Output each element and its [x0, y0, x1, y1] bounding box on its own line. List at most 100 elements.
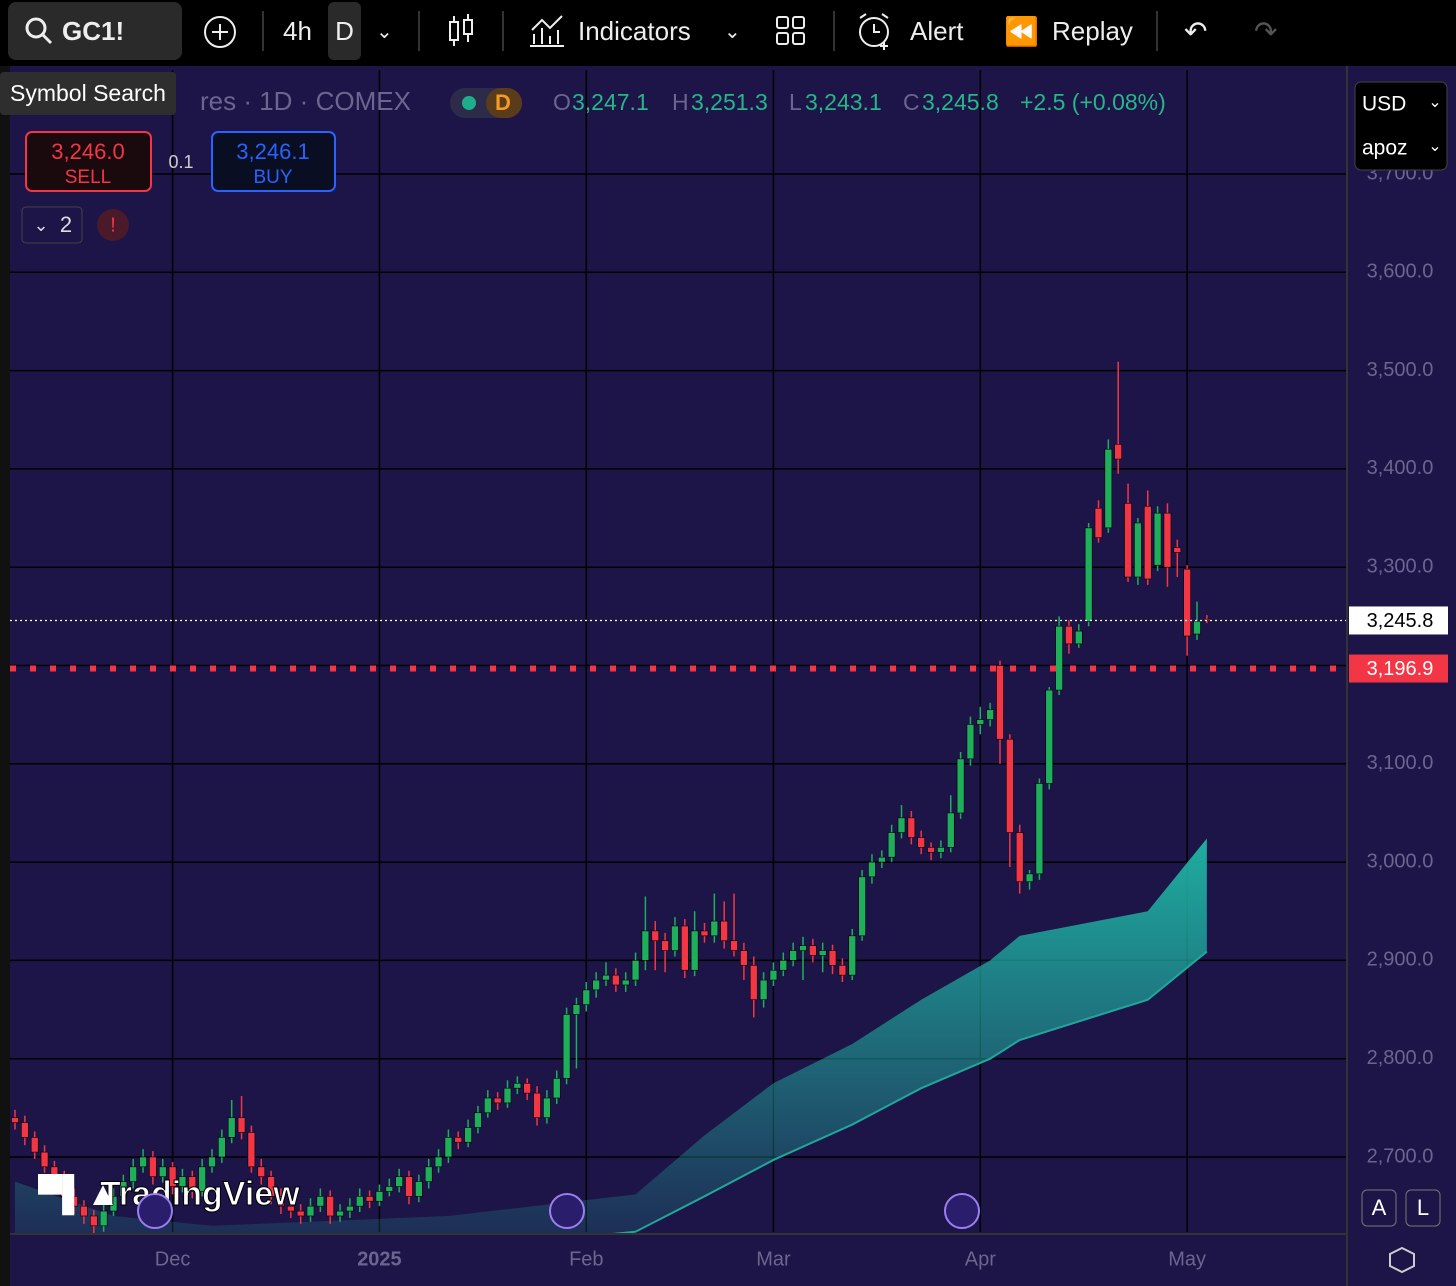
candle-body [375, 1191, 384, 1202]
candle-body [1124, 502, 1132, 578]
candle-body [1153, 512, 1162, 566]
chart-type[interactable] [446, 14, 476, 76]
candle-body [858, 876, 866, 937]
candle-body [1134, 522, 1142, 578]
candle-body [641, 930, 650, 961]
candle-body [572, 1004, 581, 1015]
candle-body [355, 1196, 364, 1207]
sell-label: SELL [65, 167, 111, 188]
candle-body [631, 960, 640, 981]
candle-body [11, 1117, 19, 1123]
y-tick-label: 3,300.0 [1367, 555, 1434, 577]
candle-body [661, 940, 669, 951]
candle-body [80, 1205, 88, 1217]
x-tick-label: Mar [756, 1248, 791, 1270]
indicators-button[interactable]: Indicators [578, 0, 691, 62]
candle-body [887, 832, 896, 858]
candle-body [710, 920, 719, 937]
candle-body [267, 1176, 275, 1197]
price-tag-label: 3,245.8 [1367, 610, 1434, 632]
candle-body [1015, 832, 1024, 883]
event-icon[interactable] [137, 1193, 173, 1229]
y-tick-label: 2,700.0 [1367, 1145, 1434, 1167]
sell-button[interactable] [25, 131, 152, 192]
candle-body [818, 950, 827, 956]
add-symbol[interactable] [202, 14, 238, 76]
candle-body [365, 1196, 374, 1202]
redo[interactable]: ↷ [1254, 15, 1278, 47]
interval-button[interactable]: D [328, 2, 361, 60]
y-tick-label: 3,000.0 [1367, 850, 1434, 872]
replay-icon: ⏪ [1004, 15, 1039, 47]
interval-menu[interactable]: ⌄ [376, 20, 393, 43]
candle-body [158, 1166, 167, 1177]
ohlc-change: +2.5 (+0.08%) [1020, 89, 1166, 115]
candle-body [690, 930, 699, 971]
log-label: L [1417, 1195, 1429, 1220]
replay-button[interactable]: Replay [1052, 0, 1133, 62]
candle-body [552, 1078, 561, 1099]
x-tick-label: May [1168, 1248, 1206, 1270]
y-tick-label: 3,100.0 [1367, 752, 1434, 774]
log-button[interactable] [1405, 1189, 1441, 1227]
candle-body [1025, 873, 1034, 883]
separator [502, 11, 504, 51]
symbol-desc: res · 1D · COMEX [200, 86, 411, 116]
candle-body [533, 1092, 541, 1118]
candle-body [720, 920, 729, 942]
candle-body [799, 945, 807, 951]
candle-body [385, 1186, 394, 1192]
x-tick-label: Dec [155, 1248, 191, 1270]
symbol-button[interactable]: GC1! [8, 2, 182, 60]
cloud-lower-line [612, 950, 1208, 1233]
candle-body [789, 950, 797, 961]
candle-body [838, 965, 847, 976]
separator [262, 11, 264, 51]
y-tick-label: 3,600.0 [1367, 261, 1434, 283]
candle-body [346, 1205, 354, 1212]
candle-body [523, 1082, 532, 1094]
buy-button[interactable] [211, 131, 336, 192]
undo[interactable]: ↶ [1184, 15, 1208, 47]
candle-body [1163, 512, 1172, 568]
cloud-group [15, 838, 1208, 1233]
candle-body [602, 974, 610, 981]
background [0, 66, 1456, 1286]
warning[interactable] [97, 209, 129, 241]
candle-body [30, 1137, 39, 1153]
candle-body [897, 817, 906, 833]
candle-body [1183, 568, 1191, 637]
event-icon[interactable] [944, 1193, 980, 1229]
candle-body [966, 724, 975, 760]
candle-body [1084, 527, 1093, 622]
candle-body [60, 1176, 69, 1197]
watermark-logo: ▀▌▲ [38, 1174, 120, 1216]
candle-body [306, 1205, 315, 1217]
candle-body [99, 1210, 108, 1227]
search-icon [25, 17, 53, 45]
interval-button[interactable]: 4h [283, 0, 312, 62]
separator [833, 11, 835, 51]
auto-button[interactable] [1361, 1189, 1397, 1227]
layout-button[interactable] [775, 15, 807, 77]
candle-body [237, 1117, 246, 1133]
candle-body [21, 1122, 29, 1138]
candle-body [227, 1117, 236, 1138]
watermark: TradingView [100, 1175, 300, 1213]
scale-menu[interactable] [1354, 81, 1448, 171]
event-icon[interactable] [549, 1193, 585, 1229]
candle-body [1173, 547, 1182, 553]
indicators-menu[interactable]: ⌄ [724, 20, 741, 43]
chevron: ⌄ [1428, 138, 1441, 155]
collapse-button[interactable] [21, 206, 83, 244]
candle-body [582, 989, 591, 1005]
candle-body [671, 925, 679, 951]
alert-button[interactable]: Alert [910, 0, 963, 62]
interval: 4h [283, 15, 312, 46]
alert-tag [1349, 654, 1448, 683]
candle-body [976, 719, 985, 725]
candle-body [1035, 783, 1044, 875]
axes: 2,700.02,800.02,900.03,000.03,100.03,200… [155, 162, 1448, 1270]
settings-icon[interactable] [1389, 1246, 1415, 1274]
